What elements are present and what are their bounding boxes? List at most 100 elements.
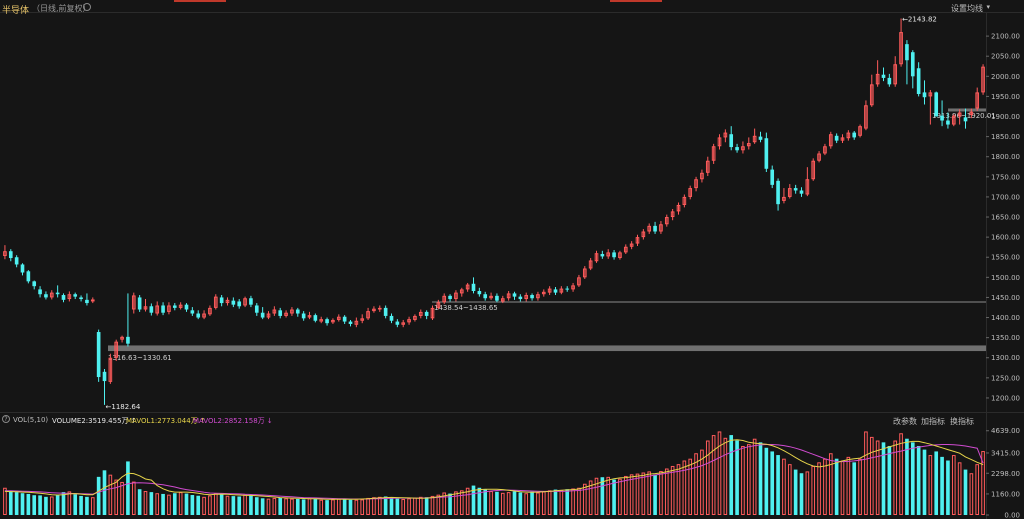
candle-body xyxy=(354,320,359,325)
volume-bar xyxy=(155,493,160,515)
candle-body xyxy=(981,66,985,93)
candle-body xyxy=(541,291,546,295)
volume-bar xyxy=(372,497,376,516)
candle-body xyxy=(454,292,458,300)
volume-bar xyxy=(834,458,839,515)
candle-body xyxy=(360,318,365,321)
price-tick-label: 1300.00 xyxy=(991,354,1020,362)
candle-body xyxy=(184,304,189,310)
volume-bar xyxy=(430,495,435,515)
volume-bar xyxy=(272,497,277,516)
volume-bar xyxy=(342,499,347,515)
candle-body xyxy=(383,307,388,316)
volume-bar xyxy=(957,462,962,516)
help-icon[interactable]: ? xyxy=(2,415,10,423)
gear-icon[interactable] xyxy=(83,3,91,11)
candle-body xyxy=(536,294,540,299)
candle-body xyxy=(893,64,898,85)
candle-body xyxy=(881,74,886,78)
volume-bar xyxy=(799,473,804,515)
volume-bar xyxy=(723,437,728,515)
page-title: 半导体 xyxy=(2,6,30,16)
candle-body xyxy=(647,225,652,232)
volume-bar xyxy=(582,483,587,516)
candle-body xyxy=(295,309,300,314)
candle-body xyxy=(916,68,921,94)
candle-body xyxy=(782,196,786,201)
volume-tick-label: 3415.00 xyxy=(991,449,1020,457)
volume-bar xyxy=(418,496,423,515)
volume-bar xyxy=(114,479,119,515)
candle-body xyxy=(208,307,212,315)
candle-body xyxy=(694,179,698,189)
candle-body xyxy=(682,196,687,205)
volume-bar xyxy=(38,495,42,515)
volume-bar xyxy=(735,440,739,515)
price-tick-label: 1650.00 xyxy=(991,214,1020,222)
volume-bar xyxy=(852,462,857,515)
candle-body xyxy=(641,231,646,238)
candle-body xyxy=(172,305,177,308)
volume-bar xyxy=(290,498,294,516)
volume-bar xyxy=(254,497,259,515)
price-tick-label: 1900.00 xyxy=(991,113,1020,121)
candle-body xyxy=(811,160,816,180)
candle-body xyxy=(635,237,640,244)
candle-body xyxy=(465,284,470,290)
chevron-down-icon[interactable]: ▾ xyxy=(986,3,990,11)
volume-bar xyxy=(805,471,810,516)
volume-bar xyxy=(910,442,915,515)
volume-bar xyxy=(3,487,7,515)
volume-bar xyxy=(319,499,324,516)
volume-bar xyxy=(600,477,605,515)
candle-body xyxy=(817,153,821,161)
volume-bar xyxy=(741,445,745,515)
zone-label-low: 1316.63~1330.61 xyxy=(108,354,172,362)
zone-label-mid: 1438.54~1438.65 xyxy=(434,304,498,312)
candle-body xyxy=(606,252,611,257)
top-accent-mark xyxy=(610,0,662,2)
price-tick-label: 1200.00 xyxy=(991,394,1020,402)
volume-bar xyxy=(448,493,452,515)
volume-bar xyxy=(208,495,212,515)
candle-body xyxy=(629,243,634,247)
volume-bar xyxy=(301,499,306,515)
candle-body xyxy=(108,357,113,382)
volume-bar xyxy=(606,476,611,516)
candle-body xyxy=(723,132,728,138)
volume-bar xyxy=(20,493,25,515)
candle-body xyxy=(131,295,136,310)
candle-body xyxy=(858,126,862,136)
candle-body xyxy=(331,319,335,323)
candle-body xyxy=(272,309,277,314)
candle-body xyxy=(366,311,370,319)
volume-bar xyxy=(846,456,851,516)
volume-bar xyxy=(594,477,599,516)
volume-bar xyxy=(167,494,171,515)
candle-body xyxy=(266,313,271,318)
ma-settings-button[interactable]: 设置均线 xyxy=(951,4,983,13)
edit-params-button[interactable]: 改参数 xyxy=(893,417,917,426)
candle-body xyxy=(746,143,751,147)
add-indicator-button[interactable]: 加指标 xyxy=(921,417,945,426)
candle-body xyxy=(67,294,72,300)
volume-bar xyxy=(817,462,821,516)
volume-bar xyxy=(946,460,950,515)
candle-body xyxy=(102,371,107,382)
volume-bar xyxy=(893,440,898,515)
volume-bar xyxy=(623,475,628,515)
candle-body xyxy=(776,180,780,205)
candle-body xyxy=(741,146,745,151)
candle-body xyxy=(448,295,452,300)
candle-body xyxy=(313,315,318,321)
volume-bar xyxy=(793,469,798,515)
volume-bar xyxy=(442,492,447,515)
volume-bar xyxy=(969,473,974,515)
candle-body xyxy=(547,288,552,293)
volume-bar xyxy=(483,489,488,515)
volume-bar xyxy=(506,492,511,516)
candle-body xyxy=(436,302,441,308)
switch-indicator-button[interactable]: 换指标 xyxy=(950,417,974,426)
top-accent-mark xyxy=(174,0,226,2)
volume-bar xyxy=(401,499,406,515)
